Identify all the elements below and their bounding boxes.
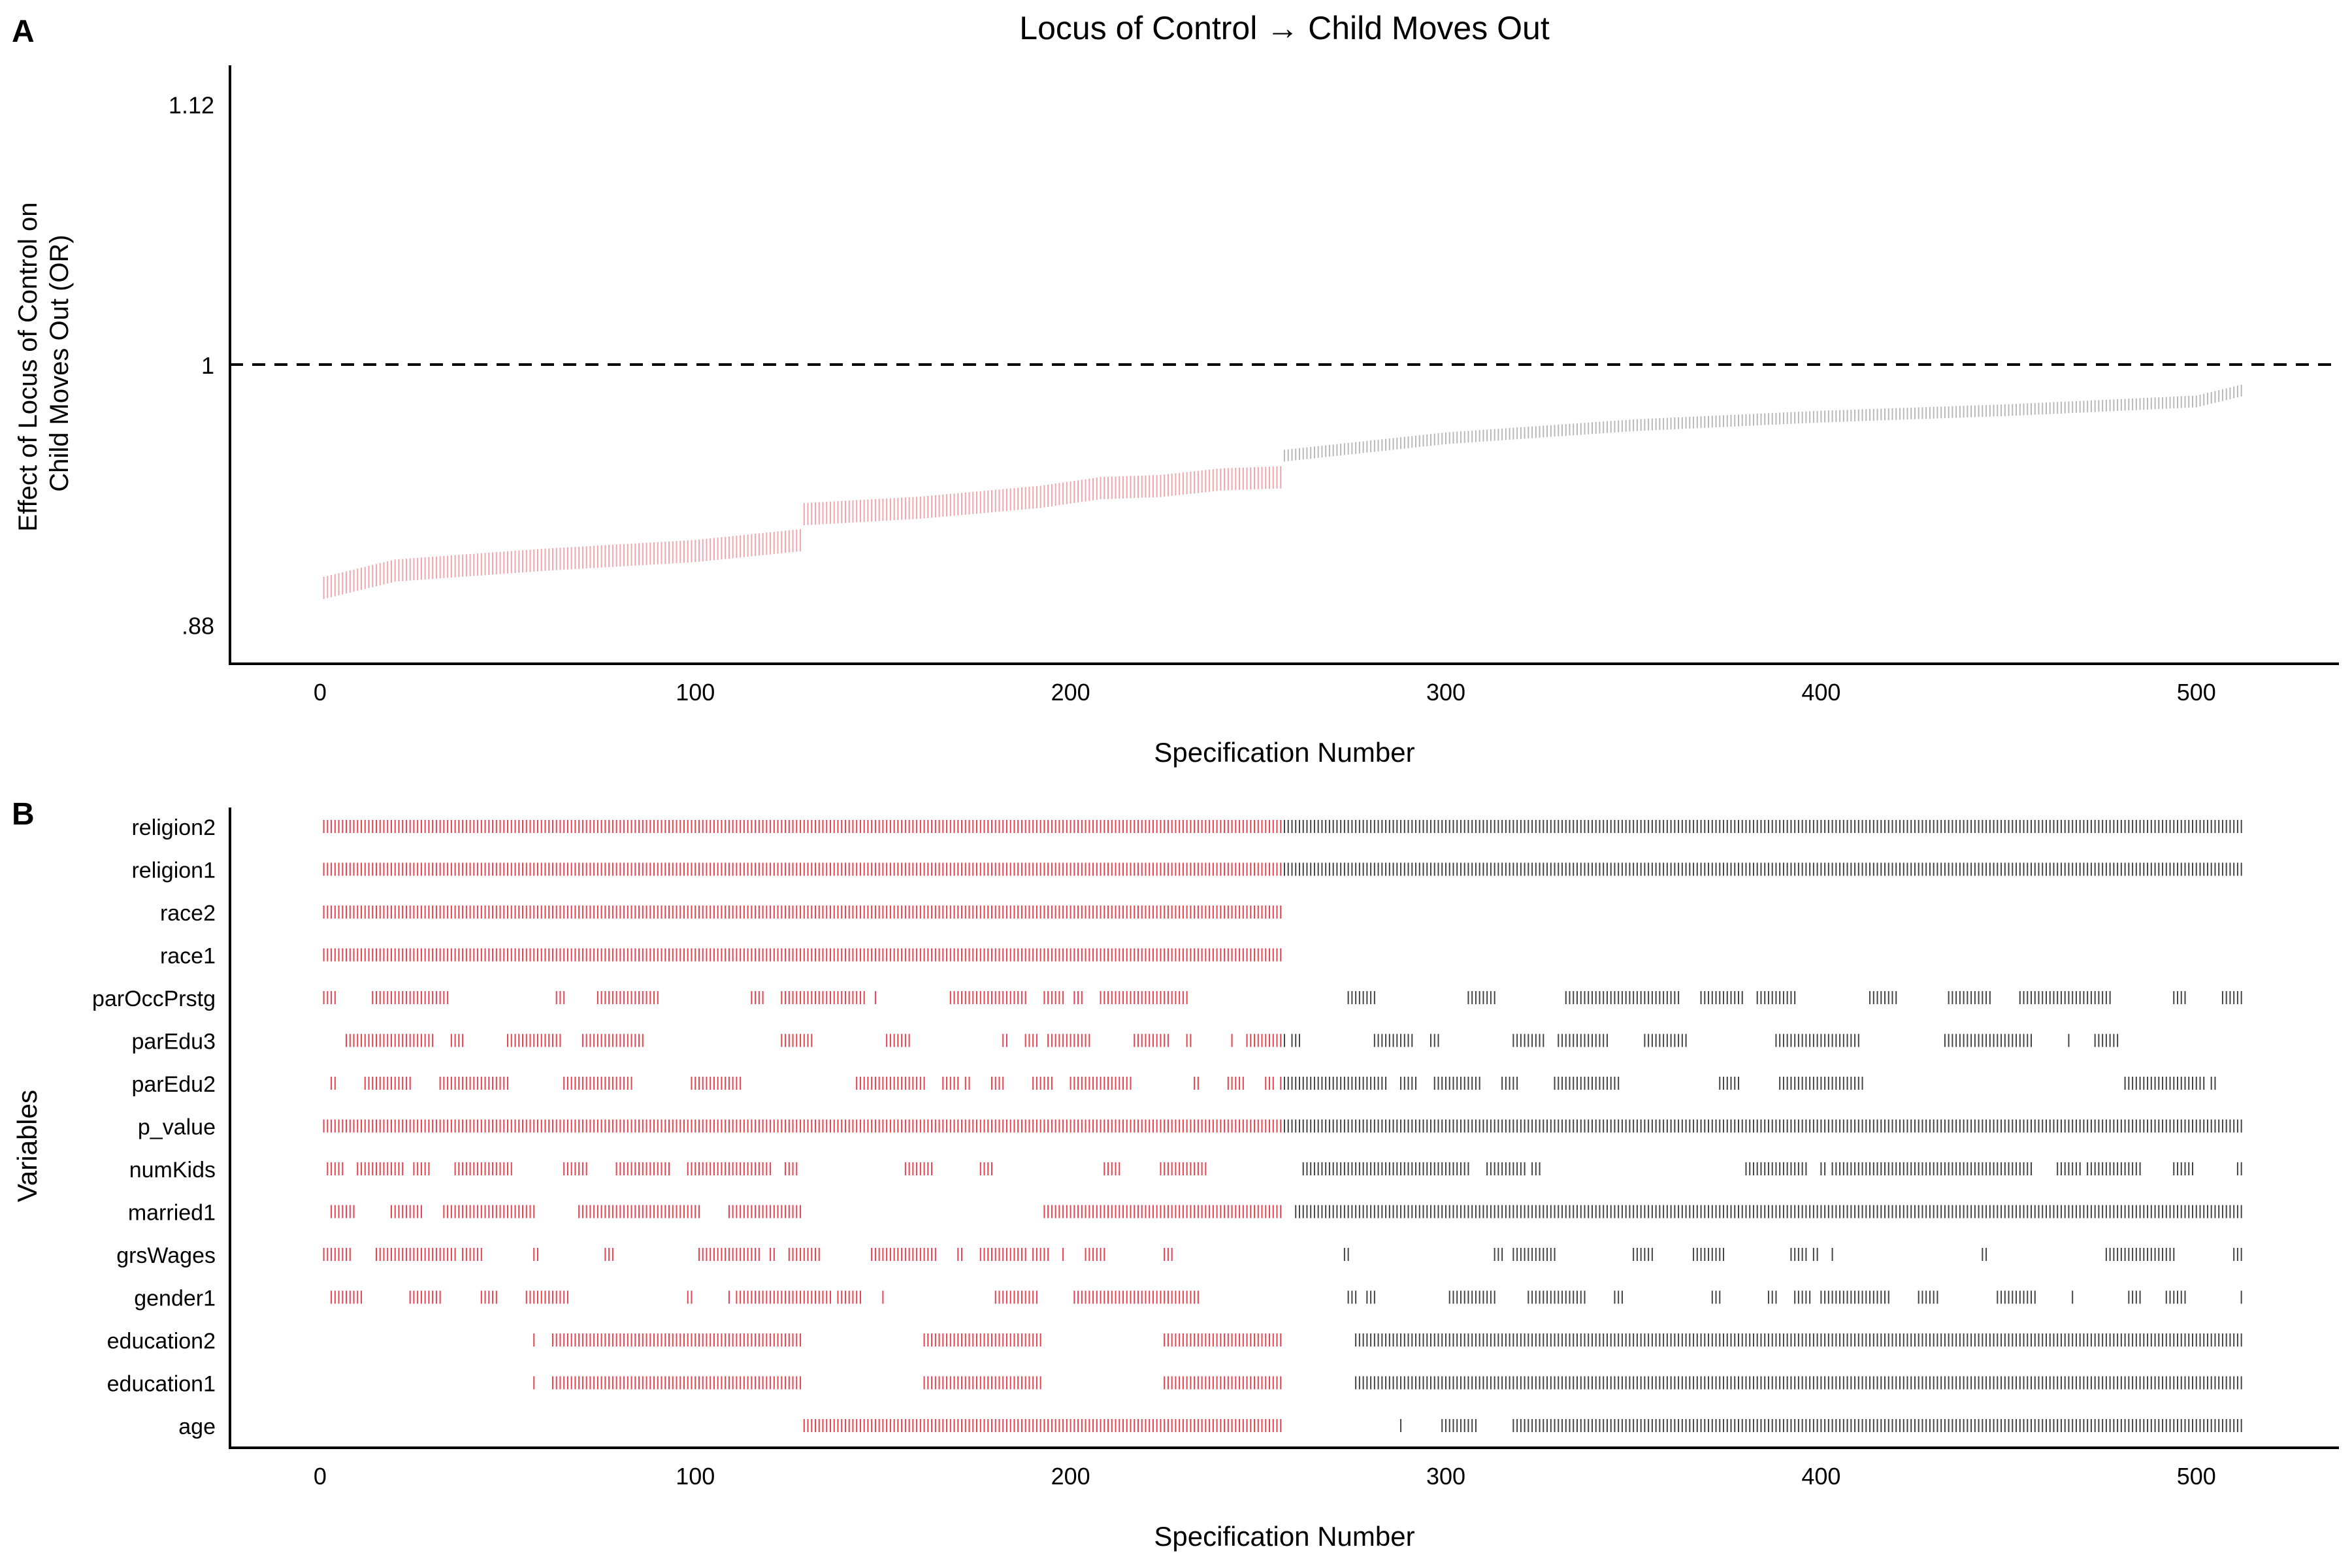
panel-a-y-axis-label-line-2: Child Moves Out (OR) [45,235,74,491]
panel-a-x-tick-label: 200 [1051,679,1090,706]
variable-label: parEdu3 [131,1030,216,1054]
panel-a-y-tick-label: 1 [201,352,214,379]
panel-a-x-tick-label: 500 [2177,679,2216,706]
variable-label: race1 [160,944,216,969]
panel-a-y-tick-label: .88 [182,612,214,639]
variable-label: grsWages [116,1243,216,1268]
variable-label: p_value [138,1115,216,1140]
panel-b-indicator-marks [323,820,2242,1432]
panel-a: A Locus of Control → Child Moves Out Eff… [12,10,2339,768]
panel-a-estimate-marks [323,384,2242,599]
panel-a-y-axis-label-line-1: Effect of Locus of Control on [14,203,42,532]
variable-label: religion2 [131,815,216,840]
panel-a-x-tick-label: 0 [314,679,327,706]
panel-a-x-axis-label: Specification Number [1154,737,1414,768]
panel-a-y-axis-label: Effect of Locus of Control on Child Move… [14,195,74,531]
variable-label: race2 [160,901,216,926]
variable-label: education2 [107,1329,216,1354]
panel-a-label: A [12,14,35,49]
variable-label: numKids [129,1158,216,1183]
panel-a-x-tick-labels: 0 100 200 300 400 500 [314,679,2216,706]
variable-label: parEdu2 [131,1072,216,1097]
variable-label: parOccPrstg [92,987,216,1011]
panel-a-y-tick-labels: .88 1 1.12 [169,92,214,640]
variable-label: age [178,1414,216,1439]
variable-label: gender1 [134,1286,216,1311]
panel-b-label: B [12,797,35,832]
panel-a-x-tick-label: 400 [1801,679,1840,706]
panel-a-y-tick-label: 1.12 [169,92,214,119]
panel-b-variable-labels: religion2 religion1 race2 race1 parOccPrstg p… [92,815,216,1439]
variable-label: religion1 [131,858,216,883]
panel-a-x-tick-label: 100 [676,679,715,706]
panel-b-y-axis-label: Variables [12,1090,42,1202]
panel-a-x-tick-label: 300 [1426,679,1465,706]
variable-label: married1 [128,1201,216,1226]
variable-label: education1 [107,1372,216,1397]
panel-b: B Variables religion2 religion1 race2 race1… [12,797,2339,1552]
panel-a-title: Locus of Control → Child Moves Out [1019,10,1550,46]
